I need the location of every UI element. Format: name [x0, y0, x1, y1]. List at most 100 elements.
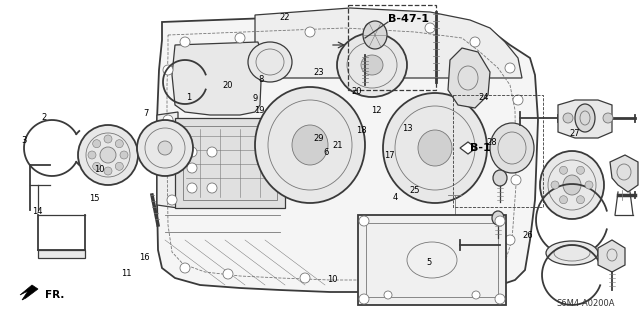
Ellipse shape — [577, 196, 584, 204]
Ellipse shape — [120, 151, 128, 159]
Ellipse shape — [559, 166, 568, 174]
Text: 28: 28 — [486, 138, 497, 147]
Text: 8: 8 — [259, 75, 264, 84]
Ellipse shape — [187, 163, 197, 173]
Ellipse shape — [78, 125, 138, 185]
Bar — [453, 95, 543, 207]
Text: 16: 16 — [139, 253, 149, 262]
Ellipse shape — [418, 130, 452, 166]
Ellipse shape — [180, 37, 190, 47]
Ellipse shape — [104, 167, 112, 175]
Text: 15: 15 — [90, 194, 100, 203]
Text: 7: 7 — [143, 109, 148, 118]
Ellipse shape — [505, 235, 515, 245]
Ellipse shape — [383, 93, 487, 203]
Ellipse shape — [337, 33, 407, 97]
Text: 6: 6 — [324, 148, 329, 157]
Ellipse shape — [563, 175, 581, 195]
Text: 3: 3 — [22, 136, 27, 145]
Polygon shape — [20, 285, 38, 300]
Ellipse shape — [300, 273, 310, 283]
Ellipse shape — [551, 181, 559, 189]
Ellipse shape — [472, 291, 480, 299]
Ellipse shape — [115, 162, 124, 170]
Text: 10: 10 — [94, 165, 104, 174]
Ellipse shape — [248, 42, 292, 82]
Polygon shape — [448, 48, 490, 108]
Ellipse shape — [223, 269, 233, 279]
Ellipse shape — [167, 195, 177, 205]
Ellipse shape — [490, 123, 534, 173]
Ellipse shape — [425, 23, 435, 33]
Bar — [183, 126, 277, 200]
Text: 24: 24 — [478, 93, 488, 102]
Bar — [366, 223, 498, 297]
Text: 14: 14 — [32, 207, 42, 216]
Text: S6M4-A0200A: S6M4-A0200A — [557, 299, 615, 308]
Text: 1: 1 — [186, 93, 191, 102]
Ellipse shape — [559, 196, 568, 204]
Polygon shape — [598, 240, 625, 272]
Text: FR.: FR. — [45, 290, 65, 300]
Ellipse shape — [361, 55, 383, 75]
Ellipse shape — [493, 170, 507, 186]
Polygon shape — [610, 155, 638, 192]
Ellipse shape — [100, 147, 116, 163]
Text: 26: 26 — [523, 231, 533, 240]
Text: 12: 12 — [371, 106, 381, 115]
Ellipse shape — [292, 125, 328, 165]
Ellipse shape — [505, 63, 515, 73]
Text: 9: 9 — [252, 94, 257, 103]
Text: 17: 17 — [384, 151, 394, 160]
Ellipse shape — [158, 141, 172, 155]
Text: 23: 23 — [314, 68, 324, 77]
Ellipse shape — [363, 21, 387, 49]
Ellipse shape — [187, 183, 197, 193]
Text: 27: 27 — [570, 129, 580, 138]
Ellipse shape — [104, 135, 112, 143]
Ellipse shape — [207, 147, 217, 157]
Polygon shape — [255, 8, 522, 78]
Ellipse shape — [495, 294, 505, 304]
Ellipse shape — [115, 140, 124, 148]
Text: 2: 2 — [41, 113, 46, 122]
Polygon shape — [558, 100, 612, 138]
Ellipse shape — [585, 181, 593, 189]
Ellipse shape — [495, 216, 505, 226]
Text: 20: 20 — [222, 81, 232, 90]
Ellipse shape — [207, 183, 217, 193]
Polygon shape — [172, 42, 262, 115]
Ellipse shape — [513, 95, 523, 105]
Ellipse shape — [540, 151, 604, 219]
Ellipse shape — [163, 115, 173, 125]
Text: 4: 4 — [393, 193, 398, 202]
Text: 20: 20 — [352, 87, 362, 96]
Ellipse shape — [384, 291, 392, 299]
Ellipse shape — [450, 271, 460, 281]
Ellipse shape — [235, 33, 245, 43]
Ellipse shape — [255, 87, 365, 203]
Ellipse shape — [359, 216, 369, 226]
Ellipse shape — [305, 27, 315, 37]
Text: 22: 22 — [280, 13, 290, 22]
Text: 25: 25 — [410, 186, 420, 195]
Bar — [38, 250, 85, 258]
Ellipse shape — [511, 175, 521, 185]
Ellipse shape — [93, 140, 100, 148]
Polygon shape — [157, 15, 538, 292]
Ellipse shape — [492, 211, 504, 225]
Ellipse shape — [93, 162, 100, 170]
Text: B-47-1: B-47-1 — [388, 14, 429, 24]
Ellipse shape — [180, 263, 190, 273]
Ellipse shape — [137, 120, 193, 176]
Polygon shape — [157, 112, 178, 208]
Ellipse shape — [603, 113, 613, 123]
Ellipse shape — [546, 241, 598, 265]
Ellipse shape — [359, 294, 369, 304]
Text: 19: 19 — [254, 106, 264, 115]
Bar — [348, 5, 436, 90]
Ellipse shape — [365, 23, 375, 33]
Bar — [358, 215, 506, 305]
Ellipse shape — [493, 263, 503, 273]
Ellipse shape — [187, 147, 197, 157]
